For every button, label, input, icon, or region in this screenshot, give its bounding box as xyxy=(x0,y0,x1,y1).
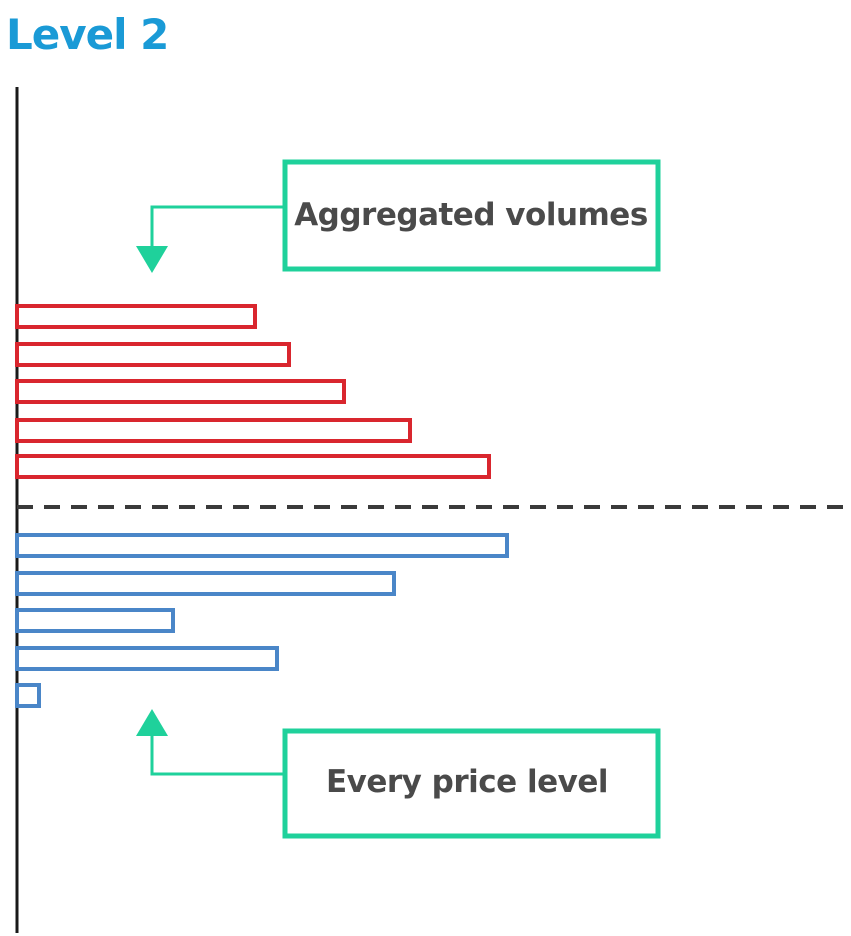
callout-connector xyxy=(150,205,285,250)
aggregated-volumes-callout: Aggregated volumes xyxy=(136,159,661,273)
ask-bar xyxy=(15,342,291,367)
ask-bar xyxy=(15,304,257,329)
bid-bar xyxy=(15,683,41,708)
callout-box xyxy=(282,159,661,272)
ask-bar xyxy=(15,379,346,404)
bid-bar xyxy=(15,608,175,633)
arrow-down-icon xyxy=(136,246,168,273)
ask-bar xyxy=(15,418,412,443)
bid-bars xyxy=(15,533,509,708)
diagram-title: Level 2 xyxy=(6,10,169,59)
ask-bars xyxy=(15,304,491,479)
callout-connector xyxy=(150,731,285,776)
ask-bar xyxy=(15,454,491,479)
arrow-up-icon xyxy=(136,709,168,736)
every-price-level-callout: Every price level xyxy=(136,709,661,839)
callout-label-top: Aggregated volumes xyxy=(294,197,648,233)
callout-label-bottom: Every price level xyxy=(326,764,608,800)
bid-bar xyxy=(15,571,396,596)
bid-bar xyxy=(15,646,279,671)
callout-box xyxy=(282,728,661,839)
bid-bar xyxy=(15,533,509,558)
